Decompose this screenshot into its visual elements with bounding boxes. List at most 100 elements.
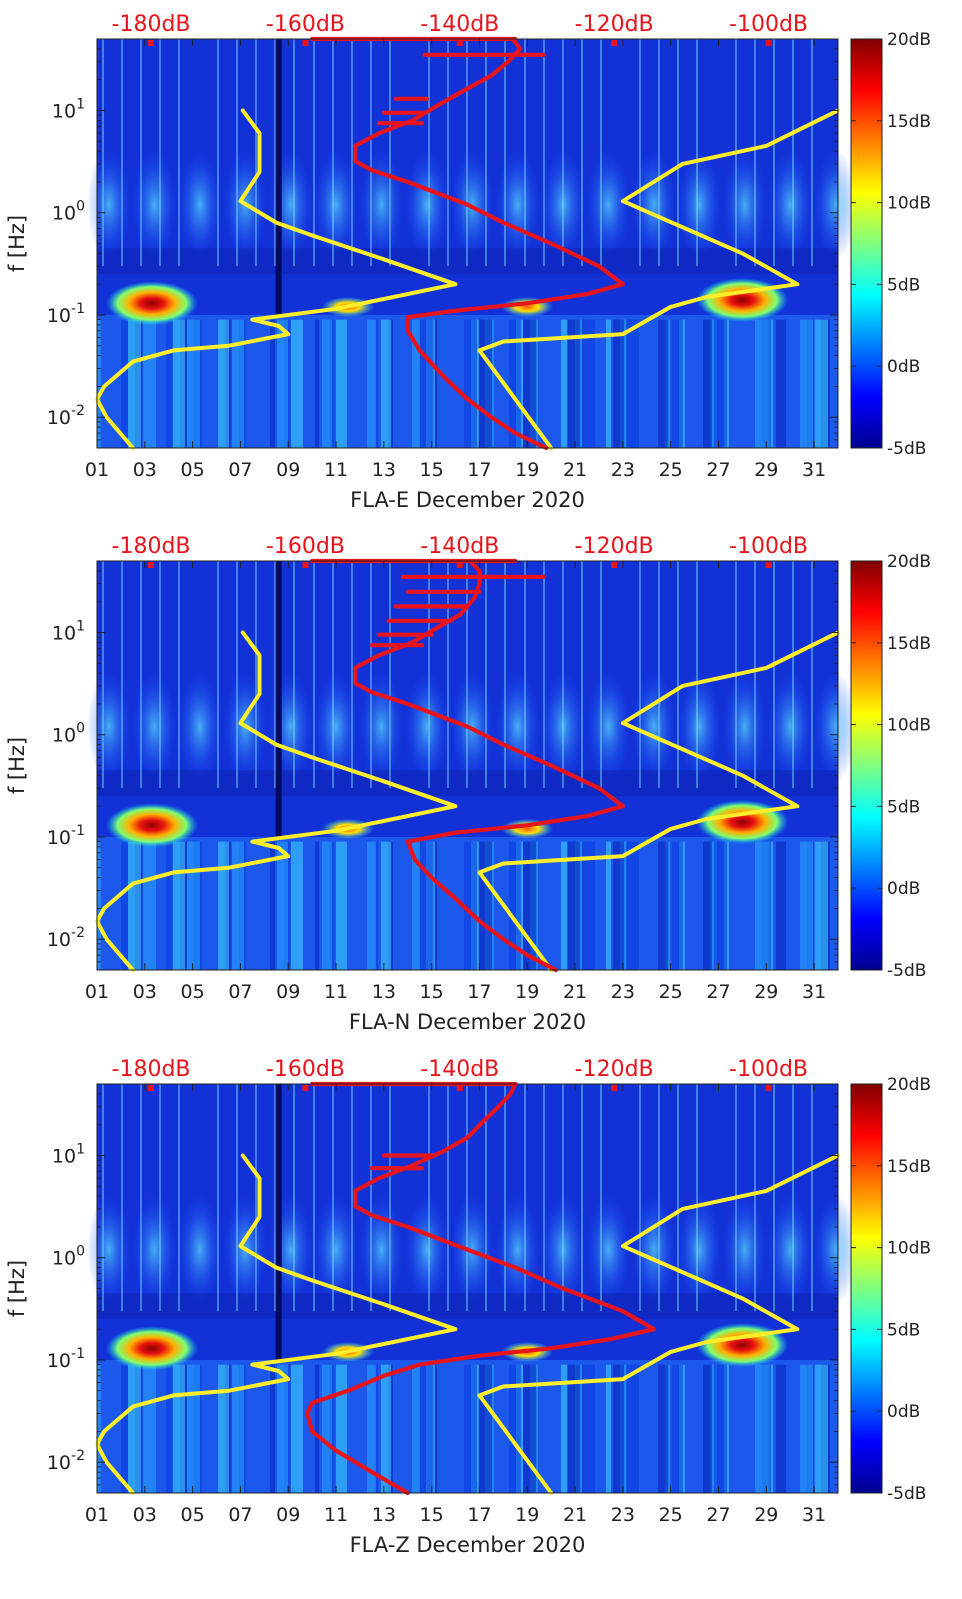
band-stripe [218,841,229,970]
x-tick-label: 09 [276,1504,300,1526]
band-stripe [381,1364,391,1493]
x-tick-label: 31 [802,1504,826,1526]
colorbar: 20dB 15dB 10dB 5dB 0dB -5dB [850,30,931,459]
band-stripe [606,841,611,970]
band-stripe [270,1364,275,1493]
band-stripe [672,319,683,448]
band-stripe [128,841,141,970]
band-stripe [568,319,580,448]
x-tick-label: 27 [706,1504,730,1526]
x-tick-label: 03 [133,981,157,1003]
top-db-marker [765,562,772,568]
glow-blob [450,671,495,782]
band-stripe [315,1364,319,1493]
x-tick-label: 13 [372,981,396,1003]
band-stripe [187,1364,200,1493]
x-tick-label: 17 [467,981,491,1003]
top-db-label: -180dB [112,534,191,559]
x-tick-label: 15 [420,459,444,481]
top-db-marker [148,1085,155,1091]
band-stripe [776,841,786,970]
top-db-marker [611,40,618,46]
top-db-label: -180dB [112,12,191,37]
glow-blob [813,671,858,782]
band-stripe [291,841,303,970]
band-stripe [412,841,420,970]
glow-blob [450,149,495,260]
band-stripe [606,319,611,448]
y-tick-label: 10-1 [47,301,85,327]
band-stripe [776,319,786,448]
glow-blob [404,671,449,782]
top-db-label: -140dB [420,12,499,37]
x-tick-label: 19 [515,1504,539,1526]
glow-blob [586,1194,631,1305]
y-tick-label: 10-1 [47,823,85,849]
band-stripe [613,1364,624,1493]
band-stripe [142,1364,156,1493]
x-tick-label: 09 [276,459,300,481]
y-tick-label: 100 [52,721,85,747]
data-gap [275,1084,282,1360]
top-db-label: -100dB [729,12,808,37]
top-db-marker [456,1085,463,1091]
x-tick-label: 23 [611,981,635,1003]
band-stripe [166,1364,172,1493]
glow-blob [631,671,676,782]
top-db-label: -100dB [729,1057,808,1082]
band-stripe [166,319,172,448]
hot-spot-1 [105,281,198,326]
band-stripe [755,841,769,970]
band-stripe [561,319,567,448]
top-db-label: -160dB [266,12,345,37]
band-stripe [800,319,813,448]
band-stripe [464,1364,477,1493]
band-stripe [776,1364,786,1493]
band-stripe [568,841,580,970]
band-stripe [561,1364,567,1493]
x-tick-label: 21 [563,459,587,481]
red-curve [305,1081,657,1496]
x-tick-label: 19 [515,981,539,1003]
band-stripe [381,841,391,970]
x-tick-label: 29 [754,981,778,1003]
glow-blob [813,1194,858,1305]
band-stripe [315,319,319,448]
band-stripe [717,841,727,970]
x-tick-label: 21 [563,981,587,1003]
band-stripe [703,1364,712,1493]
band-stripe [336,841,347,970]
band-stripe [166,841,172,970]
spectrogram-panel-3: 01 03 05 07 09 11 13 15 17 19 21 23 25 27 29 31 FLA-Z De… [5,1057,931,1557]
x-tick-label: 07 [228,1504,252,1526]
colorbar-label: -5dB [887,961,926,981]
colorbar-gradient [850,560,883,971]
band-stripe [322,1364,332,1493]
yellow-curve [95,108,458,450]
band-stripe [121,1364,128,1493]
top-db-marker [302,1085,309,1091]
glow-blob [177,149,222,260]
y-axis-label: f [Hz] [5,1260,29,1317]
band-stripe [218,319,229,448]
colorbar-label: 0dB [887,357,920,377]
band-stripe [582,1364,595,1493]
top-db-label: -100dB [729,534,808,559]
x-tick-label: 05 [181,1504,205,1526]
glow-blob [631,149,676,260]
band-stripe [381,319,391,448]
hot-spot-2 [696,800,789,845]
band-stripe [277,841,288,970]
colorbar-label: 5dB [887,275,920,295]
band-stripe [291,1364,303,1493]
yellow-curve-right [477,108,840,450]
top-db-marker [611,1085,618,1091]
glow-blob [631,1194,676,1305]
glow-blob [768,671,813,782]
band-stripe [509,841,521,970]
colorbar: 20dB 15dB 10dB 5dB 0dB -5dB [850,1075,931,1504]
band-stripe [814,1364,828,1493]
band-stripe [128,1364,141,1493]
x-axis-label: FLA-N December 2020 [349,1010,586,1034]
